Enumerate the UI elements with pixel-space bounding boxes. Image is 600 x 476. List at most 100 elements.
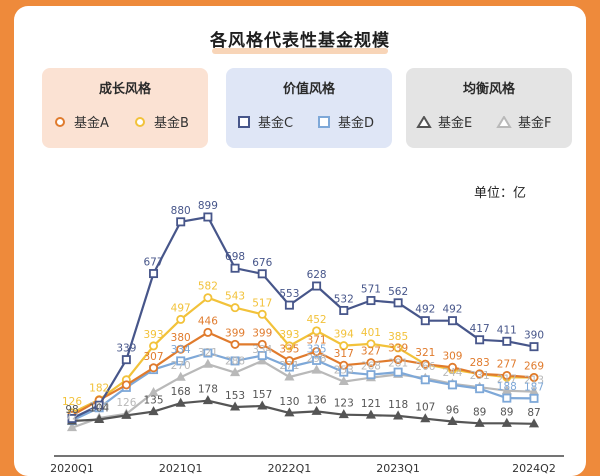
data-label: 130 — [279, 396, 299, 408]
data-point — [366, 339, 376, 349]
circle-marker-icon — [135, 116, 145, 127]
data-point — [502, 336, 512, 346]
data-label: 98 — [65, 404, 78, 416]
legend-label: 基金C — [258, 116, 294, 131]
data-point — [284, 341, 294, 351]
data-label: 399 — [225, 327, 245, 339]
data-point — [393, 298, 403, 308]
legend-item-fund-d: 基金D — [316, 112, 374, 131]
data-point — [175, 397, 186, 407]
data-label: 317 — [334, 348, 354, 360]
data-point — [203, 348, 213, 358]
data-label: 188 — [497, 381, 517, 393]
data-label: 628 — [307, 269, 327, 281]
data-point — [284, 407, 295, 417]
legend-item-fund-c: 基金C — [236, 112, 293, 131]
data-point — [257, 355, 268, 365]
data-point — [257, 351, 267, 361]
legend-label: 基金A — [74, 116, 109, 131]
data-point — [420, 413, 431, 423]
series-line-基金D — [71, 351, 535, 422]
square-marker-icon — [318, 115, 330, 128]
data-label: 182 — [89, 383, 109, 395]
legend-label: 基金D — [338, 116, 375, 131]
data-label: 136 — [307, 394, 327, 406]
data-label: 385 — [388, 331, 408, 343]
data-label: 399 — [252, 327, 272, 339]
data-label: 582 — [198, 281, 218, 293]
data-label: 327 — [361, 346, 381, 358]
data-label: 107 — [415, 402, 435, 414]
data-label: 497 — [171, 302, 191, 314]
data-point — [420, 359, 430, 369]
data-point — [148, 406, 159, 416]
data-label: 104 — [89, 403, 109, 415]
legend-label: 基金E — [438, 116, 473, 131]
legend-item-fund-f: 基金F — [496, 112, 551, 131]
data-point — [312, 346, 322, 356]
data-point — [230, 339, 240, 349]
data-label: 307 — [144, 351, 164, 363]
data-point — [447, 416, 458, 426]
data-label: 121 — [361, 398, 381, 410]
data-point — [202, 395, 213, 405]
data-label: 213 — [524, 375, 544, 387]
data-label: 411 — [497, 324, 517, 336]
data-point — [312, 355, 322, 365]
data-label: 452 — [307, 314, 327, 326]
data-label: 135 — [144, 395, 164, 407]
data-point — [312, 281, 322, 291]
data-label: 339 — [116, 343, 136, 355]
data-label: 178 — [198, 384, 218, 396]
data-point — [365, 409, 376, 419]
data-point — [474, 417, 485, 427]
data-label: 334 — [252, 344, 272, 356]
data-point — [420, 316, 430, 326]
data-label: 880 — [171, 205, 191, 217]
data-point — [176, 217, 186, 227]
data-label: 532 — [334, 293, 354, 305]
data-label: 393 — [279, 329, 299, 341]
data-label: 268 — [361, 361, 381, 373]
data-point — [149, 269, 159, 279]
data-label: 277 — [497, 358, 517, 370]
data-point — [67, 413, 77, 423]
data-point — [366, 370, 376, 380]
data-label: 72 — [65, 411, 78, 423]
data-label: 168 — [171, 386, 191, 398]
data-label: 89 — [473, 406, 486, 418]
legend-group-title: 均衡风格 — [462, 82, 515, 97]
data-point — [528, 418, 540, 428]
data-label: 698 — [225, 251, 245, 263]
legend-group-title: 价值风格 — [282, 82, 335, 97]
data-label: 153 — [225, 390, 245, 402]
data-point — [366, 358, 376, 368]
data-point — [312, 326, 322, 336]
legend-label: 基金B — [154, 116, 189, 131]
legend-label: 基金F — [518, 116, 552, 131]
series-line-基金F — [71, 359, 535, 429]
x-tick-label: 2022Q1 — [268, 462, 312, 475]
data-point — [475, 335, 485, 345]
data-label: 371 — [307, 334, 327, 346]
triangle-marker-icon — [416, 115, 432, 128]
data-point — [502, 370, 512, 380]
line-chart: 2020Q1 2021Q1 2022Q1 2023Q1 2024Q2 72 110 126 27… — [50, 200, 564, 475]
data-point — [311, 364, 322, 374]
data-point — [529, 342, 539, 352]
data-point — [121, 355, 131, 365]
data-point — [420, 375, 430, 385]
data-point — [230, 303, 240, 313]
data-label: 335 — [279, 344, 299, 356]
legend-item-fund-b: 基金B — [132, 112, 189, 131]
data-point — [176, 344, 186, 354]
data-label: 309 — [442, 350, 462, 362]
data-label: 87 — [527, 407, 540, 419]
data-point — [393, 355, 403, 365]
triangle-marker-icon — [496, 115, 512, 128]
data-point — [447, 316, 457, 326]
data-point — [393, 410, 404, 420]
data-label: 244 — [442, 367, 462, 379]
data-label: 281 — [388, 357, 408, 369]
data-label: 517 — [252, 297, 272, 309]
